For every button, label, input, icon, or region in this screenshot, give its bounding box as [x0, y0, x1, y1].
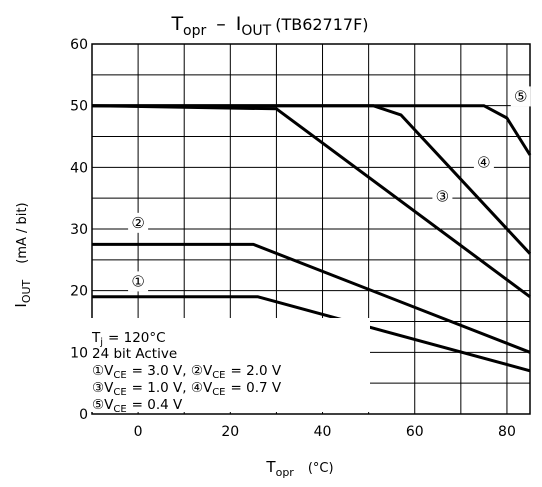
series-line [92, 104, 532, 156]
series-line [92, 104, 532, 255]
plot-border [91, 43, 531, 415]
curves [91, 104, 532, 373]
y-tick-label: 0 [79, 407, 88, 423]
x-axis-label: Topr (°C) [265, 458, 333, 479]
series-marker-bg [128, 271, 149, 292]
series-line [92, 295, 531, 373]
curve-markers: ① ② ③ ④ ⑤ [128, 86, 531, 292]
series-marker-bg [473, 152, 494, 173]
y-tick-label: 30 [70, 222, 88, 238]
y-tick-label: 40 [70, 160, 88, 176]
series-marker: ① [131, 272, 144, 290]
annotation-box [88, 318, 370, 412]
series-line [92, 242, 531, 354]
series-marker-bg [510, 86, 531, 107]
annotation-vce-5: ⑤VCE = 0.4 V [92, 397, 183, 415]
x-tick-label: 60 [406, 424, 424, 440]
annotation-tj: Tj = 120°C [91, 330, 166, 348]
annotation-bit: 24 bit Active [92, 346, 177, 362]
x-tick-label: 20 [221, 424, 239, 440]
x-tick-label: 80 [498, 424, 516, 440]
annotation-vce-1-2: ①VCE = 3.0 V, ②VCE = 2.0 V [92, 363, 282, 381]
series-marker: ③ [436, 187, 449, 205]
y-tick-label: 10 [70, 345, 88, 361]
annotation-vce-3-4: ③VCE = 1.0 V, ④VCE = 0.7 V [92, 380, 282, 398]
annotation: Tj = 120°C 24 bit Active ①VCE = 3.0 V, ②VC… [91, 330, 282, 415]
series-marker: ④ [477, 153, 490, 171]
series-marker-bg [128, 212, 149, 233]
chart-title: Topr – IOUT (TB62717F) [170, 13, 368, 39]
series-marker: ⑤ [514, 87, 527, 105]
y-tick-label: 20 [70, 284, 88, 300]
plot-frame [91, 43, 531, 415]
tick-labels: 0 20 40 60 80 0 10 20 30 40 50 60 [70, 37, 516, 440]
x-tick-label: 40 [314, 424, 332, 440]
y-tick-label: 60 [70, 37, 88, 53]
series-marker: ② [131, 214, 144, 232]
y-tick-label: 50 [70, 99, 88, 115]
y-axis-label: IOUT(mA / bit) [12, 202, 33, 307]
x-tick-label: 0 [134, 424, 143, 440]
series-marker-bg [432, 186, 453, 207]
